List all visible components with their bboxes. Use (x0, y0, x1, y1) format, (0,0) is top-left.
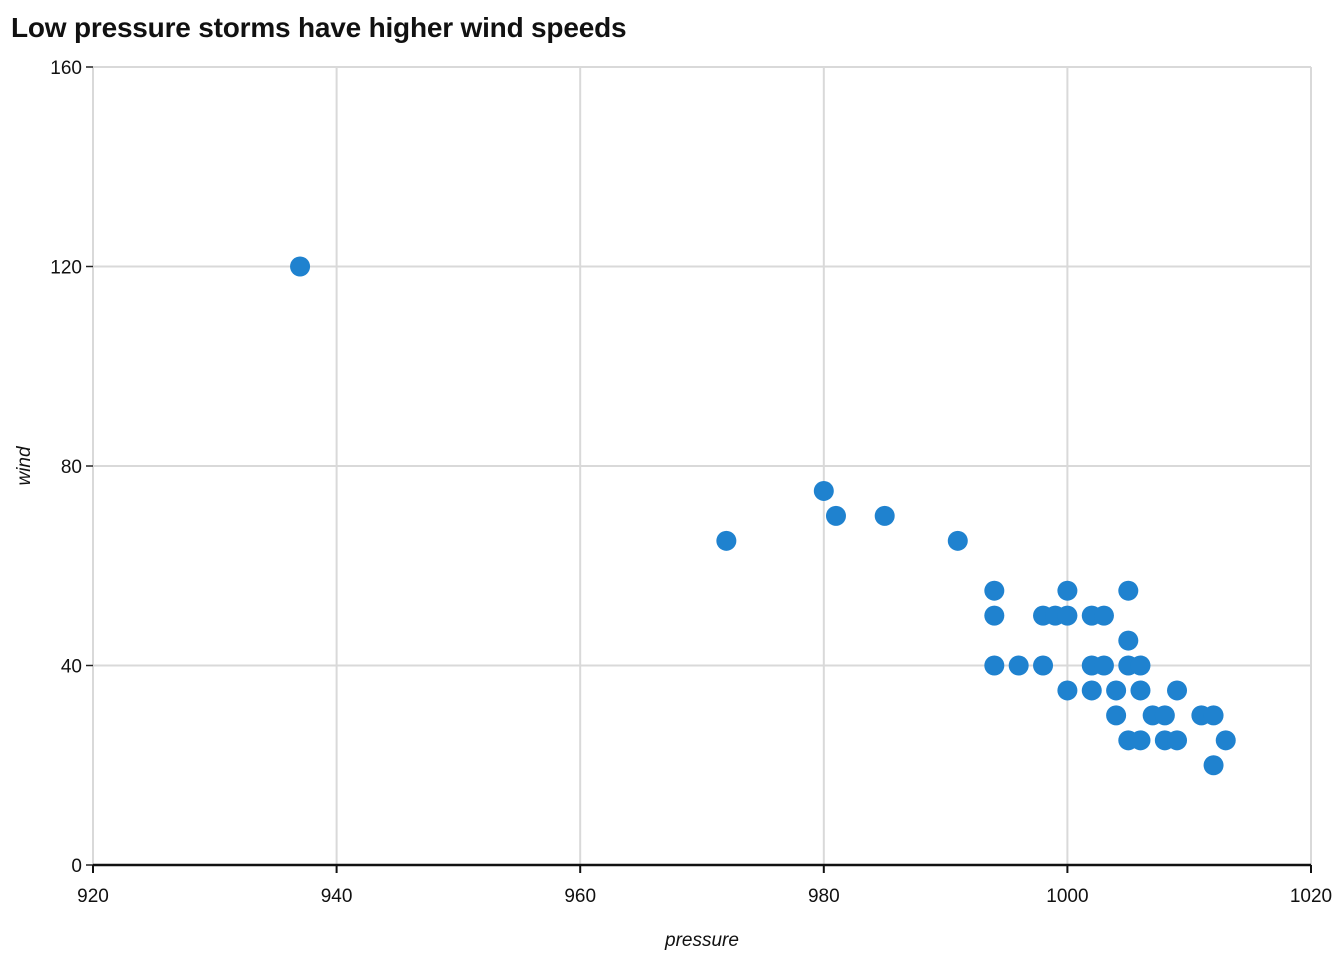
data-point (1008, 655, 1029, 676)
data-point (1057, 680, 1078, 701)
data-point (1215, 730, 1236, 751)
data-point (984, 580, 1005, 601)
y-tick-label: 80 (61, 457, 82, 478)
y-tick-label: 40 (61, 657, 82, 678)
data-point (290, 256, 311, 277)
x-tick-label: 980 (808, 886, 840, 907)
data-point (1057, 580, 1078, 601)
chart-title: Low pressure storms have higher wind spe… (11, 12, 627, 43)
data-point (1154, 705, 1175, 726)
data-point (716, 530, 737, 551)
y-tick-label: 120 (50, 258, 82, 279)
data-points (290, 256, 1236, 776)
x-tick-label: 1020 (1290, 886, 1332, 907)
x-tick-label: 1000 (1046, 886, 1088, 907)
data-point (1057, 605, 1078, 626)
data-point (1106, 680, 1127, 701)
gridlines (92, 66, 1312, 866)
data-point (1118, 630, 1139, 651)
data-point (984, 605, 1005, 626)
axes: 0 40 80 120 160 920 940 960 980 1000 1020 (50, 58, 1332, 907)
data-point (1130, 655, 1151, 676)
x-tick-label: 940 (321, 886, 353, 907)
data-point (1203, 755, 1224, 776)
data-point (1167, 730, 1188, 751)
x-tick-label: 960 (564, 886, 596, 907)
data-point (1106, 705, 1127, 726)
data-point (1167, 680, 1188, 701)
data-point (1081, 680, 1102, 701)
data-point (874, 505, 895, 526)
y-axis-title: wind (14, 445, 35, 486)
x-tick-label: 920 (77, 886, 109, 907)
data-point (1033, 655, 1054, 676)
data-point (813, 480, 834, 501)
data-point (1118, 580, 1139, 601)
data-point (1093, 655, 1114, 676)
y-tick-label: 160 (50, 58, 82, 79)
data-point (1093, 605, 1114, 626)
y-tick-label: 0 (71, 856, 82, 877)
data-point (1130, 730, 1151, 751)
data-point (947, 530, 968, 551)
data-point (825, 505, 846, 526)
data-point (1130, 680, 1151, 701)
data-point (1203, 705, 1224, 726)
x-axis-title: pressure (664, 930, 739, 951)
data-point (984, 655, 1005, 676)
